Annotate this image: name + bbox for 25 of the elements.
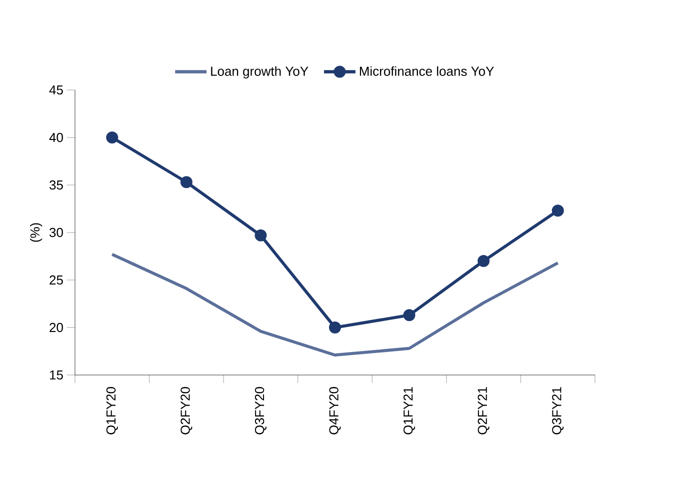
y-axis-title: (%) — [30, 223, 42, 242]
y-tick-label: 30 — [50, 228, 63, 238]
y-tick-label: 25 — [50, 275, 63, 285]
point — [106, 132, 118, 144]
x-tick-label: Q4FY20 — [329, 387, 341, 434]
point — [552, 204, 564, 217]
x-tick-label: Q3FY21 — [552, 387, 564, 434]
x-tick-label: Q2FY20 — [180, 387, 192, 434]
y-tick-label: 15 — [50, 370, 63, 380]
x-tick-label: Q1FY20 — [106, 387, 118, 434]
legend-label: Microfinance loans YoY — [360, 66, 494, 76]
y-tick-label: 20 — [50, 322, 63, 332]
x-tick-label: Q3FY20 — [254, 387, 266, 434]
y-tick-label: 40 — [49, 132, 63, 142]
legend-label: Loan growth YoY — [211, 66, 308, 78]
x-tick-label: Q2FY21 — [478, 387, 490, 434]
point — [180, 176, 192, 188]
point — [328, 322, 341, 334]
point — [254, 229, 267, 242]
point — [478, 255, 490, 268]
line-series — [110, 252, 560, 357]
y-tick-label: 35 — [50, 180, 63, 190]
x-tick-label: Q1FY21 — [404, 387, 416, 434]
y-tick-label: 45 — [49, 85, 63, 95]
point — [403, 309, 416, 322]
